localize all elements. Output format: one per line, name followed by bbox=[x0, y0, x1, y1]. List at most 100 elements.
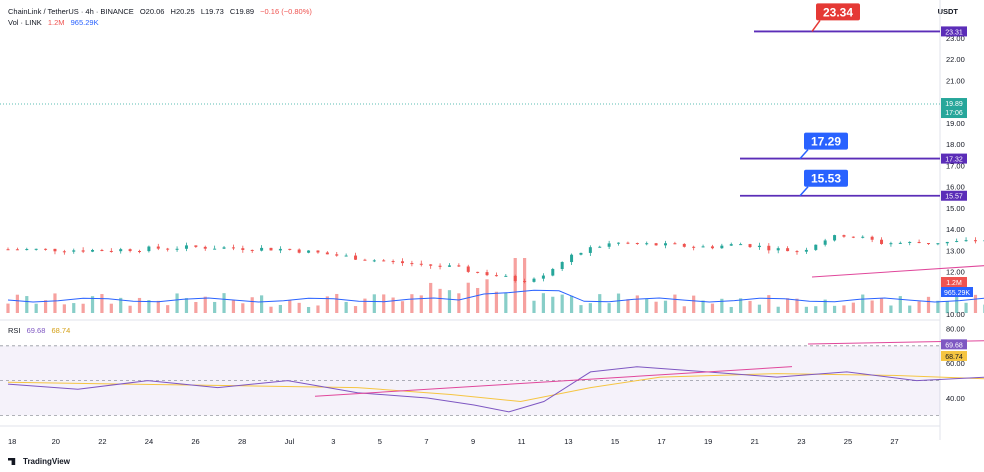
candle-body bbox=[955, 241, 959, 243]
volume-bar bbox=[560, 294, 564, 313]
volume-bar bbox=[682, 306, 686, 313]
volume-bar bbox=[804, 306, 808, 313]
candle-body bbox=[184, 245, 188, 249]
volume-bar bbox=[269, 306, 273, 313]
brand-text: TradingView bbox=[23, 457, 70, 466]
candle-body bbox=[278, 248, 282, 251]
ohlc-close: C19.89 bbox=[229, 7, 255, 16]
volume-bar bbox=[278, 304, 282, 313]
time-tick-label: 17 bbox=[657, 437, 665, 446]
volume-bar bbox=[128, 305, 132, 313]
volume-bar bbox=[842, 305, 846, 313]
volume-bar bbox=[297, 302, 301, 313]
level-axis-tag bbox=[941, 153, 967, 164]
volume-bar bbox=[316, 305, 320, 313]
candle-body bbox=[551, 269, 555, 276]
volume-ma-line bbox=[7, 289, 984, 303]
candle-body bbox=[81, 250, 85, 252]
rsi-label[interactable]: RSI bbox=[8, 326, 21, 335]
candle-body bbox=[34, 248, 38, 250]
candle-body bbox=[156, 246, 160, 249]
volume-bar bbox=[325, 296, 329, 313]
candle-body bbox=[861, 236, 865, 238]
candle-body bbox=[626, 242, 630, 244]
candle-body bbox=[757, 245, 761, 248]
volume-bar bbox=[419, 295, 423, 313]
candle-body bbox=[25, 249, 29, 251]
volume-bar bbox=[53, 293, 57, 313]
candle-body bbox=[166, 248, 170, 250]
volume-bar bbox=[757, 304, 762, 313]
volume-bar bbox=[692, 295, 696, 313]
candle-body bbox=[926, 243, 930, 245]
time-tick-label: 19 bbox=[704, 437, 712, 446]
volume-bar bbox=[870, 300, 874, 313]
candle-body bbox=[870, 236, 874, 240]
volume-bar bbox=[250, 297, 254, 313]
candle-body bbox=[447, 265, 451, 267]
currency-label[interactable]: USDT bbox=[937, 7, 958, 16]
candle-body bbox=[457, 265, 461, 267]
candle-body bbox=[842, 235, 846, 237]
level-callout-box bbox=[804, 169, 848, 187]
symbol-title[interactable]: ChainLink / TetherUS · 4h · BINANCE bbox=[8, 7, 134, 16]
time-tick-label: 18 bbox=[8, 437, 16, 446]
candle-body bbox=[654, 243, 658, 246]
candle-body bbox=[410, 263, 414, 265]
candle-body bbox=[513, 275, 517, 282]
last-price-tag bbox=[941, 98, 967, 119]
volume-ma-tag bbox=[941, 287, 973, 297]
volume-bar bbox=[62, 304, 66, 313]
candle-body bbox=[541, 275, 545, 279]
candle-body bbox=[485, 272, 489, 276]
volume-bar bbox=[748, 300, 752, 313]
volume-bar bbox=[288, 300, 292, 313]
brand-logo: TradingView bbox=[8, 457, 70, 466]
volume-bar bbox=[795, 298, 799, 313]
volume-bar bbox=[710, 303, 715, 313]
rsi-tag bbox=[941, 339, 967, 350]
candle-body bbox=[6, 249, 10, 251]
level-callout-box bbox=[816, 3, 860, 21]
candle-body bbox=[147, 246, 151, 252]
candle-body bbox=[804, 249, 808, 252]
level-axis-tag bbox=[941, 190, 967, 201]
price-tick-label: 16.00 bbox=[946, 183, 965, 192]
rsi-line bbox=[7, 366, 984, 413]
volume-bar bbox=[776, 306, 780, 313]
candle-body bbox=[663, 243, 667, 246]
candle-body bbox=[91, 249, 95, 252]
candle-body bbox=[720, 245, 724, 249]
volume-bar bbox=[90, 296, 95, 313]
volume-tag-value: 1.2M bbox=[946, 280, 962, 287]
price-tick-label: 17.00 bbox=[946, 161, 965, 170]
candle-body bbox=[476, 271, 480, 273]
volume-bar bbox=[832, 305, 837, 313]
price-tick-label: 19.00 bbox=[946, 119, 965, 128]
volume-tag bbox=[941, 277, 967, 287]
candle-body bbox=[889, 243, 893, 245]
volume-label[interactable]: Vol · LINK bbox=[8, 18, 42, 27]
volume-bar bbox=[25, 296, 29, 313]
candle-body bbox=[391, 261, 395, 263]
volume-bar bbox=[673, 294, 677, 313]
candle-body bbox=[729, 244, 733, 246]
volume-bar bbox=[485, 279, 489, 313]
level-axis-value: 15.57 bbox=[945, 194, 963, 201]
volume-bar bbox=[569, 295, 574, 313]
volume-bar bbox=[353, 306, 358, 313]
time-tick-label: Jul bbox=[285, 437, 295, 446]
time-tick-label: 7 bbox=[424, 437, 428, 446]
volume-bar bbox=[72, 303, 76, 313]
volume-bar bbox=[363, 298, 367, 313]
volume-bar bbox=[156, 300, 160, 313]
volume-bar bbox=[645, 298, 649, 313]
volume-bar bbox=[109, 303, 113, 313]
volume-bar bbox=[213, 301, 217, 313]
candle-body bbox=[795, 251, 799, 253]
ohlc-open: O20.06 bbox=[139, 7, 165, 16]
candle-body bbox=[617, 242, 621, 244]
ohlc-high: H20.25 bbox=[170, 7, 195, 16]
volume-bar bbox=[654, 301, 658, 313]
